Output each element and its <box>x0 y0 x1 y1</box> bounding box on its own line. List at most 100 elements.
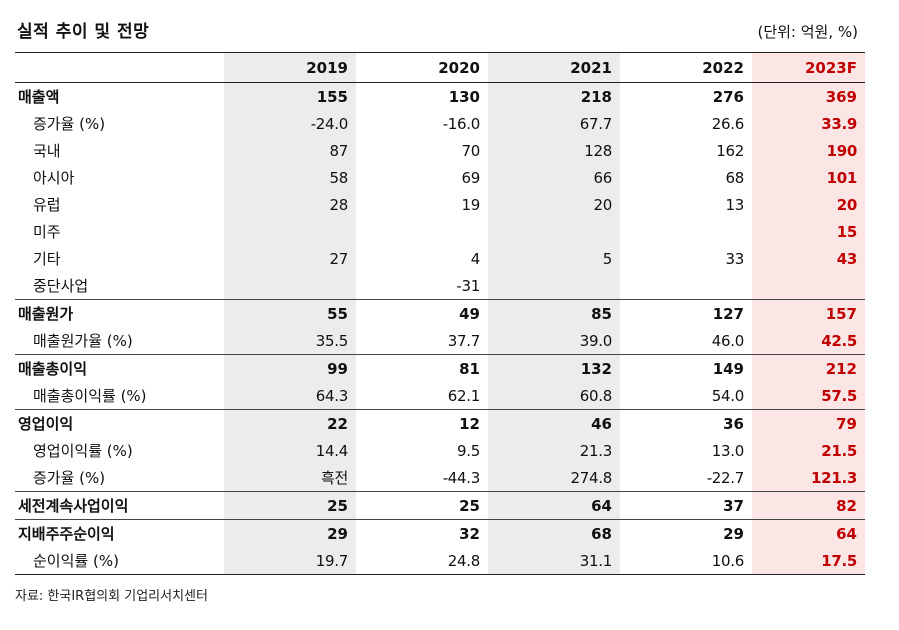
value-cell: 35.5 <box>224 327 356 355</box>
value-cell: 36 <box>620 409 752 437</box>
year-header: 2021 <box>488 52 620 83</box>
forecast-cell: 43 <box>752 245 865 272</box>
value-cell: 85 <box>488 299 620 327</box>
forecast-cell: 157 <box>752 299 865 327</box>
table-row: 매출총이익률 (%) 64.3 62.1 60.8 54.0 57.5 <box>15 382 865 410</box>
value-cell: 12 <box>356 409 488 437</box>
value-cell: 54.0 <box>711 386 745 405</box>
value-cell: 32 <box>356 519 488 547</box>
forecast-cell: 17.5 <box>752 547 865 575</box>
table-row: 순이익률 (%) 19.7 24.8 31.1 10.6 17.5 <box>15 547 865 575</box>
value-cell: 155 <box>224 82 356 110</box>
row-label: 영업이익률 (%) <box>33 442 133 460</box>
table-row: 영업이익 22 12 46 36 79 <box>15 409 865 437</box>
value-cell <box>488 272 620 300</box>
forecast-cell: 21.5 <box>752 437 865 464</box>
forecast-cell: 79 <box>752 409 865 437</box>
table-row: 지배주주순이익 29 32 68 29 64 <box>15 519 865 547</box>
value-cell: 37.7 <box>447 331 481 350</box>
value-cell: 49 <box>356 299 488 327</box>
forecast-cell: 212 <box>752 354 865 382</box>
row-label: 매출총이익률 (%) <box>33 387 147 405</box>
forecast-cell: 101 <box>752 164 865 191</box>
row-label: 순이익률 (%) <box>15 547 224 575</box>
value-cell: 55 <box>224 299 356 327</box>
value-cell: 31.1 <box>488 547 620 575</box>
table-row: 증가율 (%) -24.0 -16.0 67.7 26.6 33.9 <box>15 110 865 137</box>
table-row: 매출원가 55 49 85 127 157 <box>15 299 865 327</box>
value-cell: 70 <box>461 141 481 160</box>
row-label: 유럽 <box>33 196 61 214</box>
value-cell: -44.3 <box>442 468 481 487</box>
forecast-cell: 15 <box>752 218 865 245</box>
forecast-cell: 369 <box>752 82 865 110</box>
table-body: 매출액 155 130 218 276 369 증가율 (%) -24.0 -16.0 67.7 2… <box>15 82 865 575</box>
forecast-cell: 42.5 <box>752 327 865 355</box>
table-row: 증가율 (%) 흑전 -44.3 274.8 -22.7 121.3 <box>15 464 865 492</box>
value-cell: 24.8 <box>356 547 488 575</box>
row-label: 영업이익 <box>15 409 224 437</box>
table-row: 아시아 58 69 66 68 101 <box>15 164 865 191</box>
value-cell: 25 <box>224 491 356 520</box>
value-cell: 276 <box>712 87 744 106</box>
value-cell: 29 <box>224 519 356 547</box>
year-header: 2022 <box>620 52 752 83</box>
row-label: 매출원가율 (%) <box>33 332 133 350</box>
source-note: 자료: 한국IR협의회 기업리서치센터 <box>15 589 208 604</box>
value-cell: 218 <box>488 82 620 110</box>
value-cell: -24.0 <box>224 110 356 137</box>
value-cell: 39.0 <box>488 327 620 355</box>
row-label: 지배주주순이익 <box>15 519 224 547</box>
forecast-cell: 190 <box>752 137 865 164</box>
value-cell: 9.5 <box>457 441 480 460</box>
value-cell: 64 <box>488 491 620 520</box>
value-cell: 37 <box>620 491 752 520</box>
value-cell: 27 <box>224 245 356 272</box>
header-row: 2019 2020 2021 2022 2023F <box>15 52 865 83</box>
row-label: 매출총이익 <box>15 354 224 382</box>
value-cell: 130 <box>448 87 480 106</box>
value-cell <box>224 218 356 245</box>
row-label: 증가율 (%) <box>33 469 106 487</box>
value-cell: 4 <box>470 249 481 268</box>
value-cell: 66 <box>488 164 620 191</box>
value-cell: 68 <box>488 519 620 547</box>
value-cell: 33 <box>725 249 745 268</box>
value-cell: 128 <box>488 137 620 164</box>
value-cell: -22.7 <box>706 468 745 487</box>
value-cell: 62.1 <box>447 386 481 405</box>
table-row: 기타 27 4 5 33 43 <box>15 245 865 272</box>
forecast-cell: 57.5 <box>752 382 865 410</box>
value-cell: 67.7 <box>488 110 620 137</box>
value-cell: -16.0 <box>442 114 481 133</box>
value-cell: 20 <box>488 191 620 218</box>
value-cell: 64.3 <box>224 382 356 410</box>
table-row: 매출액 155 130 218 276 369 <box>15 82 865 110</box>
forecast-cell: 64 <box>752 519 865 547</box>
row-label: 미주 <box>33 223 61 241</box>
forecast-cell: 121.3 <box>752 464 865 492</box>
value-cell: 19 <box>461 195 481 214</box>
header-blank <box>15 52 224 83</box>
row-label: 증가율 (%) <box>33 115 106 133</box>
table-row: 매출원가율 (%) 35.5 37.7 39.0 46.0 42.5 <box>15 327 865 355</box>
forecast-header: 2023F <box>752 52 865 83</box>
forecast-cell: 20 <box>752 191 865 218</box>
row-label: 중단사업 <box>33 277 89 295</box>
row-label: 기타 <box>33 250 61 268</box>
value-cell: 162 <box>716 141 744 160</box>
table-row: 세전계속사업이익 25 25 64 37 82 <box>15 491 865 520</box>
value-cell <box>488 218 620 245</box>
table-title: 실적 추이 및 전망 <box>13 17 154 45</box>
table-row: 중단사업 -31 <box>15 272 865 300</box>
forecast-cell: 33.9 <box>752 110 865 137</box>
value-cell <box>356 218 488 245</box>
value-cell: -31 <box>456 276 480 295</box>
value-cell: 127 <box>620 299 752 327</box>
table-row: 국내 87 70 128 162 190 <box>15 137 865 164</box>
value-cell: 46.0 <box>711 331 745 350</box>
unit-label: (단위: 억원, %) <box>757 23 858 41</box>
title-wrap: 실적 추이 및 전망 <box>13 17 154 45</box>
forecast-cell: 82 <box>752 491 865 520</box>
value-cell: 99 <box>224 354 356 382</box>
